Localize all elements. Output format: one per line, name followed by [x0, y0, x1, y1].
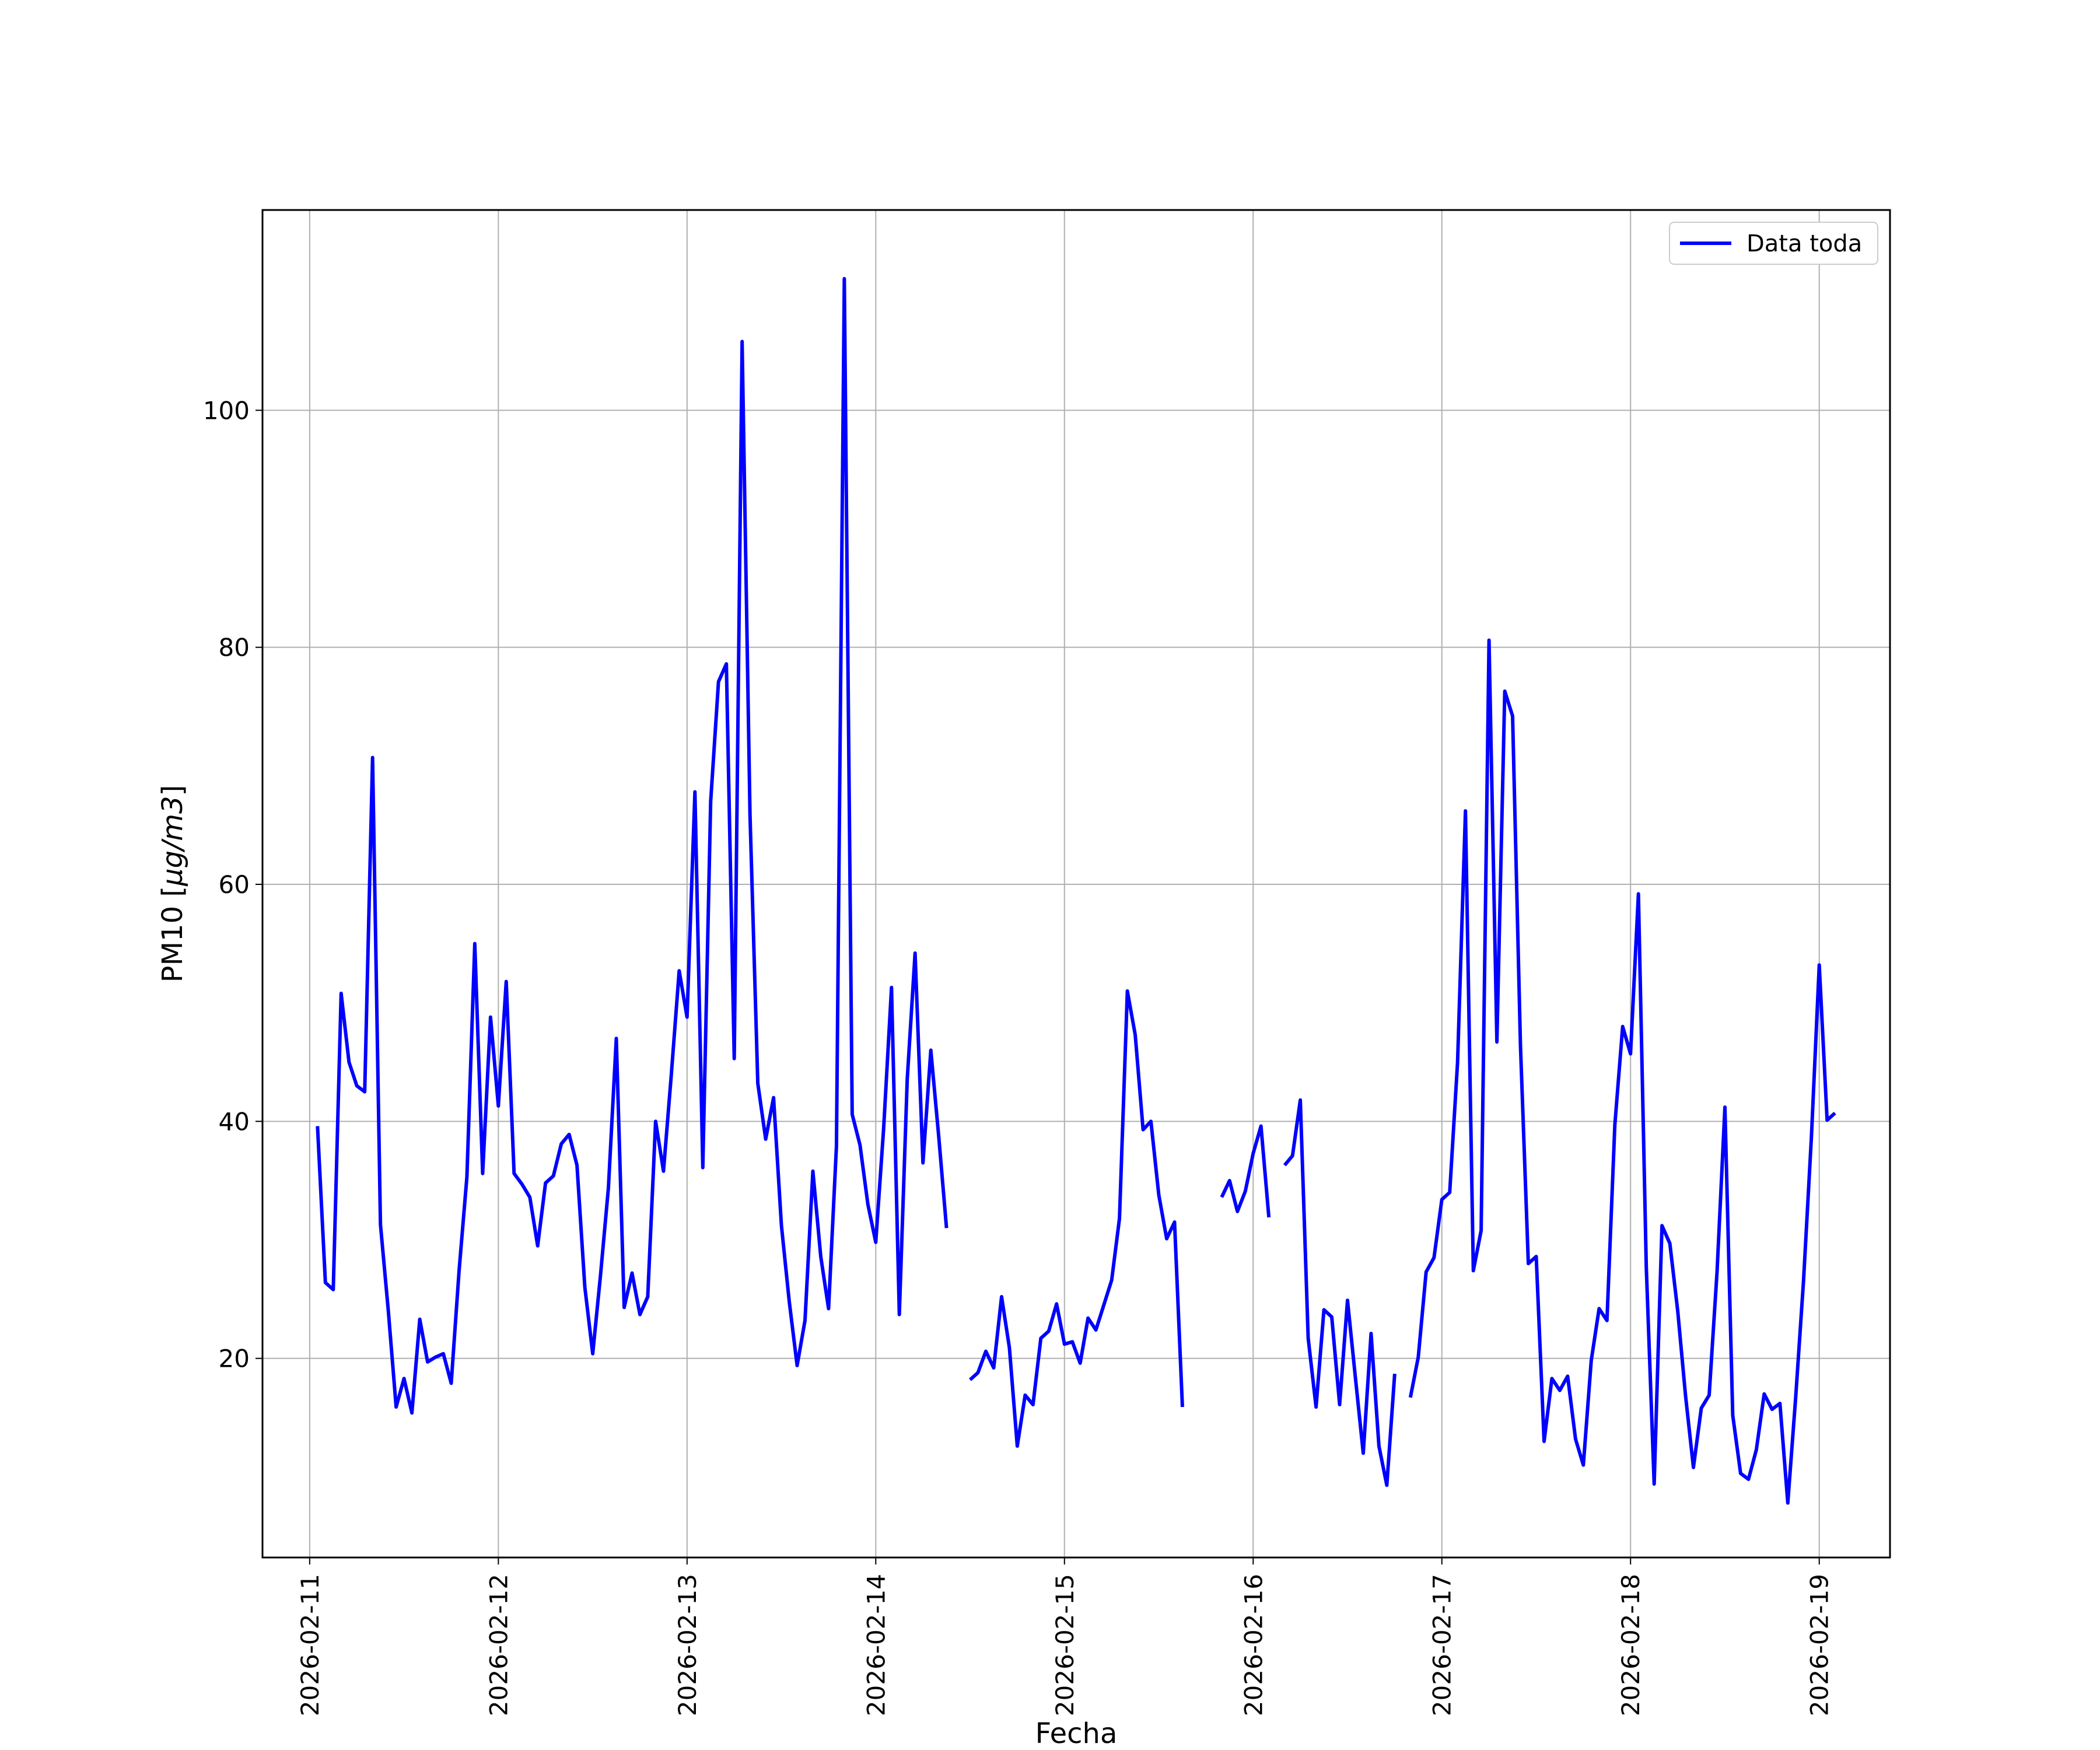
y-axis-title-units: μg/m3: [156, 796, 189, 886]
x-axis-title: Fecha: [1035, 1717, 1118, 1750]
series-line-segment: [1408, 638, 1836, 1505]
y-tick-label: 80: [219, 634, 250, 662]
x-tick-label: 2026-02-13: [673, 1574, 702, 1716]
x-tick-label: 2026-02-12: [484, 1574, 513, 1716]
x-tick-label: 2026-02-16: [1239, 1574, 1268, 1716]
y-tick-label: 20: [219, 1345, 250, 1373]
x-tick-label: 2026-02-11: [296, 1574, 324, 1716]
y-tick-label: 100: [203, 396, 250, 425]
y-axis-title-prefix: PM10 [: [156, 886, 189, 982]
series-line-segment: [968, 989, 1184, 1448]
grid-lines: [262, 210, 1890, 1558]
y-tick-label: 60: [219, 870, 250, 899]
x-tick-label: 2026-02-15: [1051, 1574, 1079, 1716]
x-tick-label: 2026-02-19: [1805, 1574, 1834, 1716]
series-line-segment: [1283, 1098, 1396, 1488]
y-axis-title: PM10 [μg/m3]: [156, 785, 189, 983]
series-line-segment: [316, 276, 949, 1415]
x-tick-label: 2026-02-17: [1428, 1574, 1457, 1716]
legend: Data toda: [1669, 222, 1878, 265]
series-line-segment: [1220, 1124, 1271, 1218]
y-tick-label: 40: [219, 1107, 250, 1136]
axis-ticks: 2026-02-11 2026-02-12 2026-02-13 2026-02-14…: [203, 396, 1834, 1716]
legend-label: Data toda: [1746, 230, 1862, 257]
x-tick-label: 2026-02-18: [1616, 1574, 1645, 1716]
series-lines: [316, 276, 1836, 1505]
x-tick-label: 2026-02-14: [862, 1574, 890, 1716]
plot-frame: [261, 209, 1891, 1559]
y-axis-title-suffix: ]: [156, 785, 189, 796]
legend-box: [1669, 222, 1878, 265]
